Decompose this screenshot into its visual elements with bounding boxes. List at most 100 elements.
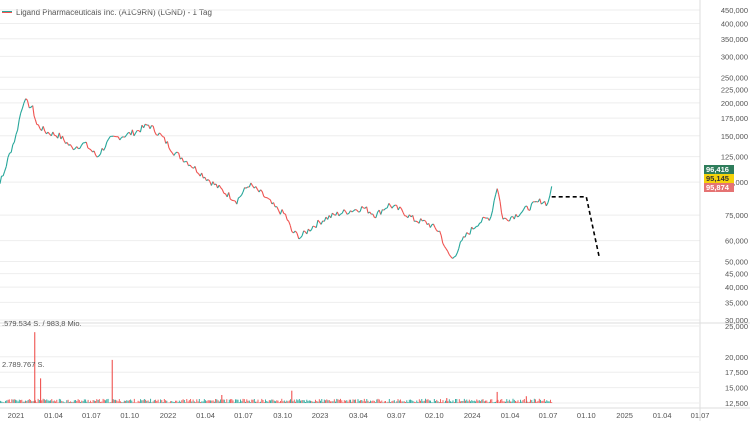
price-segment	[484, 217, 487, 219]
price-segment	[491, 200, 495, 211]
time-tick-label: 01.07	[82, 411, 101, 420]
price-segment	[490, 210, 494, 218]
price-segment	[61, 135, 65, 141]
price-segment	[383, 208, 387, 211]
price-segment	[103, 147, 106, 151]
price-segment	[181, 157, 185, 163]
price-segment	[442, 243, 445, 247]
price-segment	[228, 192, 231, 200]
volume-tick-label: 25,000	[725, 322, 748, 331]
price-segment	[272, 202, 276, 207]
time-tick-label: 2021	[8, 411, 25, 420]
price-segment	[517, 215, 520, 218]
price-segment	[18, 112, 22, 120]
price-segment	[356, 209, 360, 213]
price-segment	[420, 218, 423, 222]
price-segment	[309, 229, 312, 232]
price-segment	[303, 230, 306, 233]
time-tick-label: 01.04	[501, 411, 520, 420]
price-segment	[500, 212, 504, 220]
price-segment	[358, 210, 361, 213]
price-segment	[248, 182, 252, 188]
price-segment	[443, 245, 447, 249]
price-segment	[52, 131, 55, 136]
price-segment	[96, 155, 100, 158]
price-segment	[296, 233, 300, 240]
time-tick-label: 2023	[312, 411, 329, 420]
price-segment	[127, 131, 130, 134]
price-segment	[239, 194, 242, 198]
price-series	[0, 98, 553, 259]
price-segment	[521, 209, 525, 213]
price-tick-label: 30,000	[725, 316, 748, 325]
price-segment	[221, 189, 225, 194]
price-tick-label: 250,000	[721, 73, 748, 82]
price-segment	[469, 226, 473, 235]
price-segment	[496, 188, 500, 195]
price-segment	[393, 204, 396, 207]
price-segment	[391, 205, 394, 209]
price-segment	[121, 136, 124, 138]
price-segment	[523, 206, 526, 210]
price-segment	[95, 154, 98, 158]
price-segment	[151, 124, 154, 127]
price-segment	[106, 138, 109, 143]
price-segment	[353, 209, 356, 212]
price-segment	[194, 166, 198, 173]
price-segment	[279, 209, 283, 215]
price-segment	[341, 209, 345, 214]
price-segment	[448, 254, 452, 258]
price-segment	[143, 123, 146, 129]
chart-legend[interactable]: Ligand Pharmaceuticals Inc. (A1C9RN) (LG…	[2, 5, 212, 19]
last-value-badge-low	[704, 183, 734, 192]
price-segment	[544, 201, 547, 207]
price-segment	[236, 197, 239, 205]
price-segment	[456, 248, 460, 253]
time-tick-label: 01.07	[234, 411, 253, 420]
price-segment	[139, 124, 143, 133]
price-segment	[432, 223, 436, 228]
price-segment	[480, 217, 484, 223]
price-segment	[320, 220, 324, 225]
price-segment	[343, 209, 346, 212]
last-value-high: 96,416	[706, 165, 729, 174]
price-segment	[268, 198, 271, 201]
price-tick-label: 50,000	[725, 258, 748, 267]
price-segment	[375, 212, 379, 218]
price-segment	[71, 146, 74, 151]
price-segment	[338, 213, 341, 217]
time-tick-label: 02.10	[425, 411, 444, 420]
price-tick-label: 225,000	[721, 85, 748, 94]
price-segment	[306, 228, 309, 235]
volume-tick-label: 20,000	[725, 353, 748, 362]
price-segment	[163, 136, 167, 144]
price-segment	[450, 256, 453, 259]
price-segment	[191, 166, 194, 169]
price-segment	[162, 136, 165, 138]
price-segment	[166, 141, 170, 149]
price-segment	[12, 141, 15, 145]
price-segment	[471, 226, 474, 230]
price-segment	[34, 119, 38, 125]
time-tick-label: 2025	[616, 411, 633, 420]
price-segment	[276, 206, 280, 211]
time-tick-label: 01.04	[653, 411, 672, 420]
price-tick-label: 175,000	[721, 114, 748, 123]
price-segment	[284, 213, 288, 220]
price-segment	[160, 134, 164, 137]
price-segment	[439, 230, 442, 236]
price-segment	[15, 129, 19, 135]
projection-path	[551, 196, 600, 258]
price-segment	[47, 131, 51, 135]
price-segment	[2, 171, 6, 177]
price-segment	[149, 125, 153, 130]
price-segment	[0, 175, 3, 184]
price-segment	[447, 250, 450, 255]
price-segment	[145, 123, 148, 126]
price-segment	[26, 100, 30, 108]
price-segment	[37, 124, 41, 129]
price-segment	[133, 132, 137, 137]
price-segment	[79, 145, 82, 149]
price-segment	[87, 147, 90, 150]
